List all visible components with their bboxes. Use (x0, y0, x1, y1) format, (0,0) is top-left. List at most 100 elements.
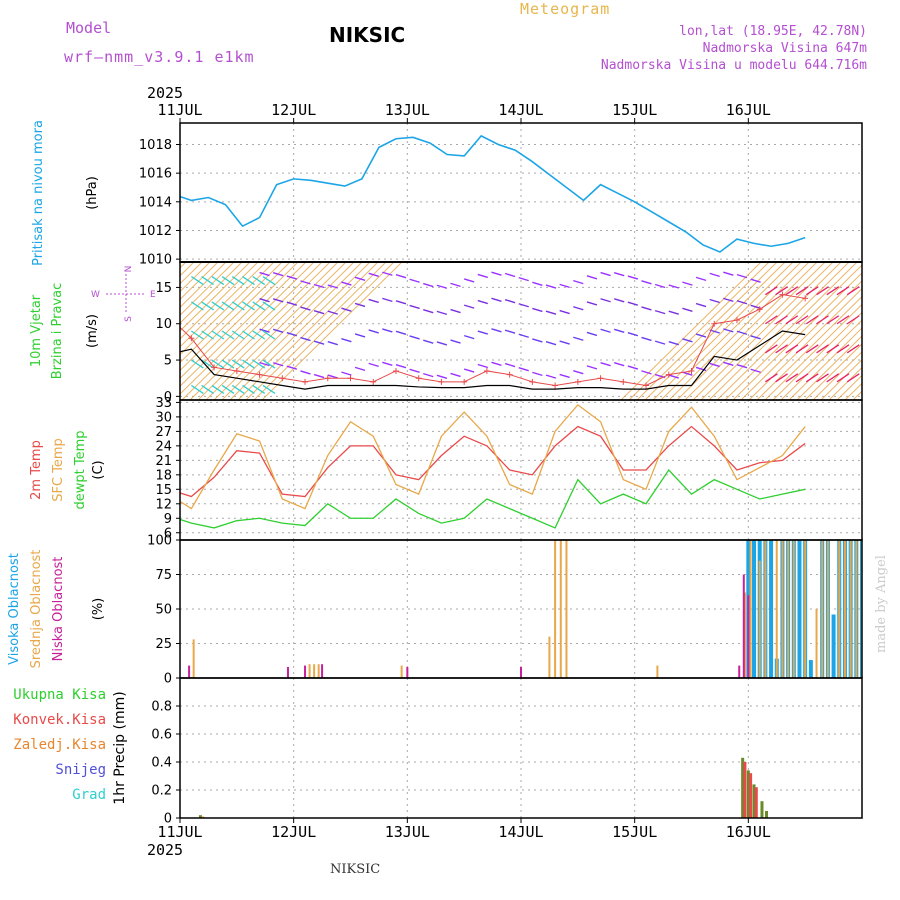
wind-arrow (409, 304, 420, 310)
precip-hail-label: Grad (72, 787, 106, 803)
cloud-mid-bar (792, 540, 795, 678)
cloud-high-bar (808, 660, 813, 678)
wind-gust-marker (256, 371, 263, 378)
precip-conv-bar (754, 787, 758, 818)
wind-arrow (805, 373, 819, 383)
wind-gust-marker (279, 375, 286, 382)
wind-hatch (684, 262, 826, 400)
wind-arrow (723, 328, 734, 333)
wind-gust-marker (392, 367, 399, 374)
wind-arrow (785, 344, 799, 354)
panel-plot-cloud (180, 540, 862, 678)
y-tick-label: 15 (155, 483, 172, 498)
wind-arrow (491, 271, 502, 276)
wind-arrow (300, 336, 311, 342)
wind-hatch (180, 262, 203, 285)
wind-arrow (242, 359, 255, 369)
panel-frame-temp (179, 399, 863, 541)
cloud-mid-bar (826, 540, 829, 678)
wind-arrow (262, 384, 276, 395)
wind-gust-marker (233, 367, 240, 374)
wind-arrow (368, 298, 379, 304)
compass-w: W (91, 290, 100, 300)
wind-arrow (221, 330, 235, 340)
wind-arrow (573, 306, 584, 311)
cloud-high-label: Visoka Oblacnost (7, 553, 22, 665)
wind-hatch (197, 262, 339, 400)
y-tick-label: 0 (164, 672, 172, 687)
cloud-mid-bar (308, 664, 311, 678)
wind-hatch (692, 262, 834, 400)
y-tick-label: 10 (155, 317, 172, 332)
precip-total-bar (198, 815, 202, 818)
wind-arrow (573, 279, 584, 285)
wind-arrow (395, 273, 407, 279)
wind-arrow (795, 344, 809, 354)
wind-arrow (368, 272, 379, 277)
y-tick-label: 1018 (139, 138, 172, 153)
coords-label: lon,lat (18.95E, 42.78N) (679, 24, 867, 39)
cloud-mid-bar (400, 665, 403, 678)
wind-arrow (600, 271, 611, 277)
cloud-mid-bar (843, 540, 846, 678)
x-tick-label-bottom: 13JUL (385, 823, 430, 841)
wind-hatch (180, 262, 275, 356)
wind-hatch (189, 262, 331, 400)
wind-gust-marker (483, 367, 490, 374)
wind-arrow (201, 384, 214, 395)
y-tick-label: 25 (155, 637, 172, 652)
cloud-mid-bar (855, 540, 858, 678)
wind-hatch (180, 262, 267, 348)
wind-arrow (423, 282, 434, 288)
wind-arrow (826, 373, 840, 383)
wind-arrow (300, 280, 311, 285)
precip-conv-label: Konvek.Kisa (13, 712, 106, 728)
wind-arrow (504, 298, 516, 304)
x-tick-label-bottom: 11JUL (157, 823, 202, 841)
wind-arrow (252, 359, 266, 369)
y-tick-label: 75 (155, 568, 172, 583)
cloud-mid-bar (775, 540, 778, 678)
wind-arrow (341, 307, 352, 312)
cloud-mid-bar (313, 664, 316, 678)
wind-arrow (273, 272, 284, 277)
x-tick-label-top: 14JUL (498, 101, 543, 119)
wind-arrow (221, 359, 235, 369)
wind-arrow (327, 340, 338, 346)
x-tick-label-top: 13JUL (385, 101, 430, 119)
wind-arrow (211, 330, 225, 340)
wind-arrow (586, 301, 598, 306)
wind-arrow (805, 315, 819, 325)
wind-arrow (242, 301, 255, 311)
wind-arrow (504, 362, 516, 368)
x-tick-label-bottom: 12JUL (271, 823, 316, 841)
wind-arrow (795, 315, 809, 325)
wind-arrow (765, 373, 778, 383)
y-tick-label: 6 (164, 526, 172, 541)
wind-gust-marker (802, 295, 809, 302)
wind-arrow (221, 301, 235, 311)
wind-arrow (286, 301, 298, 306)
y-tick-label: 1016 (139, 167, 172, 182)
temp-dewpt-line (180, 468, 806, 529)
wind-gust-marker (120, 328, 126, 334)
wind-arrow (259, 361, 270, 367)
wind-unit-label: (m/s) (85, 314, 100, 348)
y-tick-label: 18 (155, 468, 172, 483)
wind-hatch (732, 272, 862, 400)
wind-arrow (504, 329, 516, 334)
wind-arrow (436, 284, 448, 289)
y-tick-label: 0.8 (151, 700, 172, 715)
y-tick-label: 1010 (139, 253, 172, 268)
y-tick-label: 50 (155, 603, 172, 618)
wind-arrow (273, 362, 284, 367)
y-tick-label: 0.6 (151, 728, 172, 743)
wind-arrow (463, 278, 475, 283)
x-tick-label-bottom: 14JUL (498, 823, 543, 841)
y-tick-label: 0 (164, 390, 172, 405)
cloud-unit-label: (%) (91, 598, 106, 621)
model-label: Model (66, 19, 112, 37)
wind-hatch (740, 280, 862, 400)
x-tick-label-top: 11JUL (157, 101, 202, 119)
cloud-mid-bar (804, 540, 807, 678)
